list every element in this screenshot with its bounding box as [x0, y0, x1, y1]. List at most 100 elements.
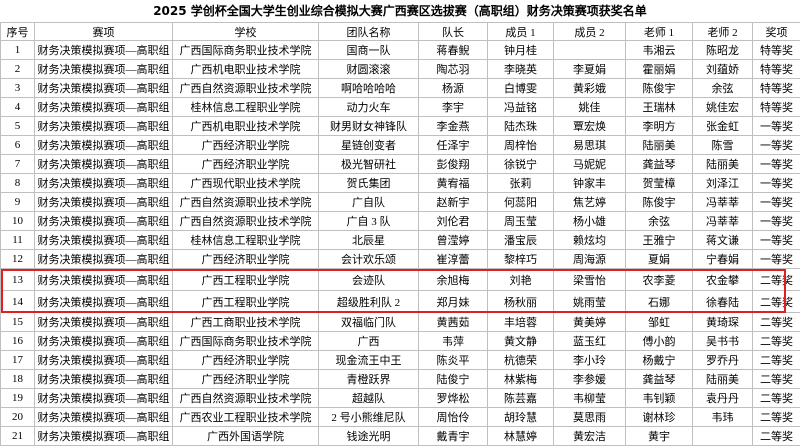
table-cell: 杨戴宁: [626, 351, 693, 370]
table-cell: 会计欢乐颂: [319, 250, 419, 269]
table-cell: 龚益琴: [626, 155, 693, 174]
table-cell: 莫思雨: [554, 408, 626, 427]
table-cell: 谢林珍: [626, 408, 693, 427]
table-cell: 李金燕: [419, 117, 488, 136]
table-cell: 财男财女神锋队: [319, 117, 419, 136]
table-cell: 星链创变者: [319, 136, 419, 155]
table-cell: 龚益琴: [626, 370, 693, 389]
column-header: 序号: [1, 23, 35, 41]
table-cell: 余弦: [626, 212, 693, 231]
table-cell: 财务决策模拟赛项—高职组: [35, 79, 173, 98]
table-cell: 林紫梅: [488, 370, 554, 389]
table-cell: 财务决策模拟赛项—高职组: [35, 155, 173, 174]
table-cell: 财务决策模拟赛项—高职组: [35, 250, 173, 269]
column-header: 老师 2: [693, 23, 753, 41]
table-cell: 陆丽美: [626, 136, 693, 155]
table-cell: 蒋春鲵: [419, 41, 488, 60]
table-cell: 韦萍: [419, 332, 488, 351]
table-cell: 吴书书: [693, 332, 753, 351]
table-cell: 王雅宁: [626, 231, 693, 250]
table-cell: 钱途光明: [319, 427, 419, 446]
table-cell: 何蕊阳: [488, 193, 554, 212]
table-cell: 广西自然资源职业技术学院: [173, 389, 319, 408]
table-cell: 2 号小熊维尼队: [319, 408, 419, 427]
table-cell: 黄宥福: [419, 174, 488, 193]
table-cell: 财务决策模拟赛项—高职组: [35, 174, 173, 193]
table-cell: 冯莘莘: [693, 193, 753, 212]
table-cell: 财务决策模拟赛项—高职组: [35, 117, 173, 136]
table-cell: 黄美婷: [554, 313, 626, 332]
table-cell: 广西国际商务职业技术学院: [173, 332, 319, 351]
table-cell: 邹虹: [626, 313, 693, 332]
table-cell: 彭俊翔: [419, 155, 488, 174]
table-cell: 戴青宇: [419, 427, 488, 446]
table-cell: 特等奖: [753, 79, 800, 98]
table-cell: 韦柳莹: [554, 389, 626, 408]
table-cell: 余弦: [693, 79, 753, 98]
table-cell: 广西经济职业学院: [173, 155, 319, 174]
table-cell: 冯莘莘: [693, 212, 753, 231]
table-cell: 11: [1, 231, 35, 250]
table-cell: 徐锐宁: [488, 155, 554, 174]
table-cell: 徐春陆: [693, 291, 753, 313]
table-cell: 陶芯羽: [419, 60, 488, 79]
table-cell: 姚雨莹: [554, 291, 626, 313]
table-cell: 姚佳: [554, 98, 626, 117]
table-cell: 曾滢婷: [419, 231, 488, 250]
table-cell: 广西现代职业技术学院: [173, 174, 319, 193]
column-header: 学校: [173, 23, 319, 41]
table-cell: 财务决策模拟赛项—高职组: [35, 231, 173, 250]
table-cell: 双福临门队: [319, 313, 419, 332]
table-cell: 财务决策模拟赛项—高职组: [35, 389, 173, 408]
table-cell: 二等奖: [753, 351, 800, 370]
table-cell: 财务决策模拟赛项—高职组: [35, 408, 173, 427]
table-cell: 刘蕴娇: [693, 60, 753, 79]
table-cell: 张莉: [488, 174, 554, 193]
table-cell: 财务决策模拟赛项—高职组: [35, 370, 173, 389]
table-cell: 黄彩娥: [554, 79, 626, 98]
column-header: 赛项: [35, 23, 173, 41]
table-cell: 陈芸嘉: [488, 389, 554, 408]
table-cell: 农金攀: [693, 269, 753, 291]
table-cell: 特等奖: [753, 98, 800, 117]
table-cell: 任泽宇: [419, 136, 488, 155]
table-cell: 特等奖: [753, 41, 800, 60]
table-cell: 20: [1, 408, 35, 427]
table-cell: 14: [1, 291, 35, 313]
table-cell: 桂林信息工程职业学院: [173, 231, 319, 250]
table-cell: 财务决策模拟赛项—高职组: [35, 41, 173, 60]
table-cell: 财务决策模拟赛项—高职组: [35, 193, 173, 212]
table-cell: 财务决策模拟赛项—高职组: [35, 332, 173, 351]
table-cell: 一等奖: [753, 117, 800, 136]
table-cell: 广西经济职业学院: [173, 136, 319, 155]
table-cell: 周梓怡: [488, 136, 554, 155]
table-cell: 马妮妮: [554, 155, 626, 174]
table-cell: 石娜: [626, 291, 693, 313]
column-header: 成员 2: [554, 23, 626, 41]
table-cell: 宁春娟: [693, 250, 753, 269]
table-cell: 一等奖: [753, 193, 800, 212]
table-cell: 韦钊颖: [626, 389, 693, 408]
table-cell: 蓝玉红: [554, 332, 626, 351]
table-cell: 财务决策模拟赛项—高职组: [35, 427, 173, 446]
table-cell: 韦湘云: [626, 41, 693, 60]
table-cell: 17: [1, 351, 35, 370]
table-cell: 二等奖: [753, 332, 800, 351]
table-cell: 周玉莹: [488, 212, 554, 231]
table-cell: 一等奖: [753, 250, 800, 269]
table-cell: 现金流王中王: [319, 351, 419, 370]
table-cell: 13: [1, 269, 35, 291]
table-cell: 广西自然资源职业技术学院: [173, 79, 319, 98]
table-cell: 余旭梅: [419, 269, 488, 291]
table-cell: 黄宏洁: [554, 427, 626, 446]
table-cell: 广西农业工程职业技术学院: [173, 408, 319, 427]
table-cell: 杨秋丽: [488, 291, 554, 313]
table-cell: 李晓英: [488, 60, 554, 79]
